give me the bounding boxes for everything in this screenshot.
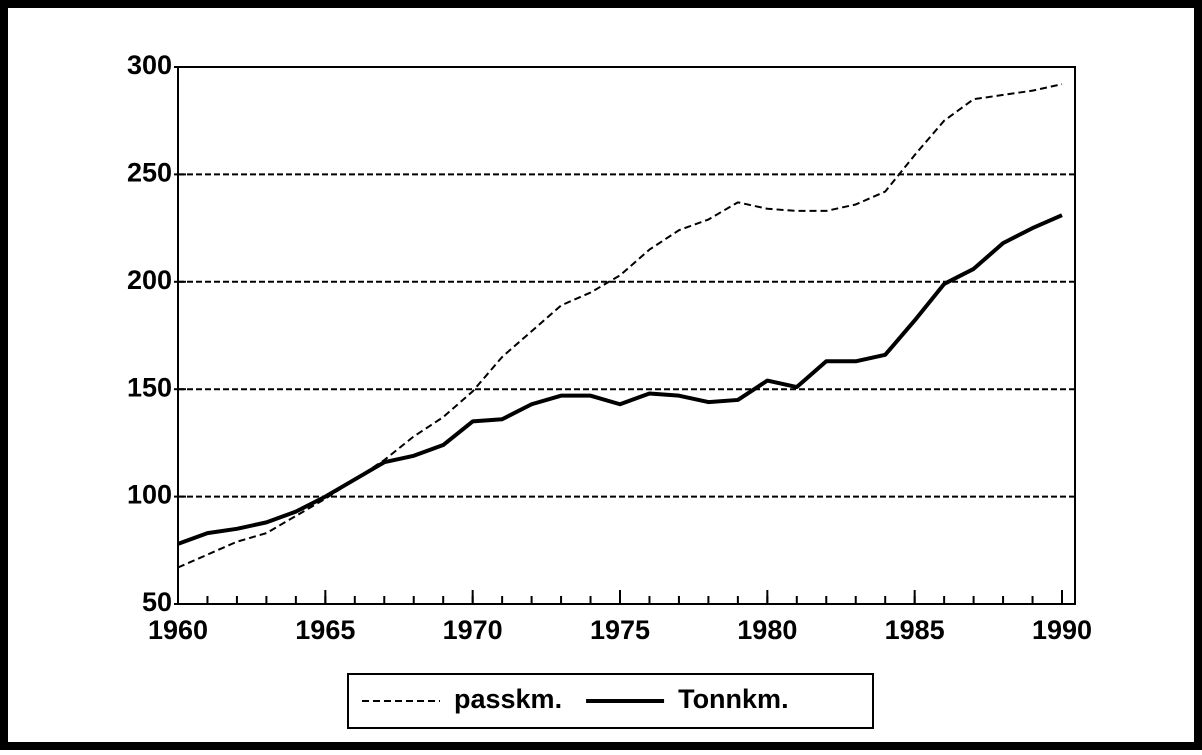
x-tick-label: 1970 <box>443 615 503 645</box>
x-tick-label: 1960 <box>148 615 208 645</box>
plot-frame <box>177 66 1076 605</box>
series-line <box>177 213 1063 546</box>
x-tick-label: 1975 <box>590 615 650 645</box>
x-tick-label: 1965 <box>295 615 355 645</box>
legend-label: Tonnkm. <box>678 684 789 714</box>
x-tick-label: 1985 <box>885 615 945 645</box>
y-tick-label: 200 <box>127 265 172 295</box>
x-tick-label: 1980 <box>737 615 797 645</box>
y-tick-label: 250 <box>127 158 172 188</box>
y-tick-label: 100 <box>127 480 172 510</box>
x-tick-label: 1990 <box>1032 615 1092 645</box>
y-tick-label: 300 <box>127 50 172 80</box>
legend-label: passkm. <box>454 684 562 714</box>
y-tick-label: 50 <box>142 587 172 617</box>
y-tick-label: 150 <box>127 372 172 402</box>
series-line <box>177 83 1063 569</box>
